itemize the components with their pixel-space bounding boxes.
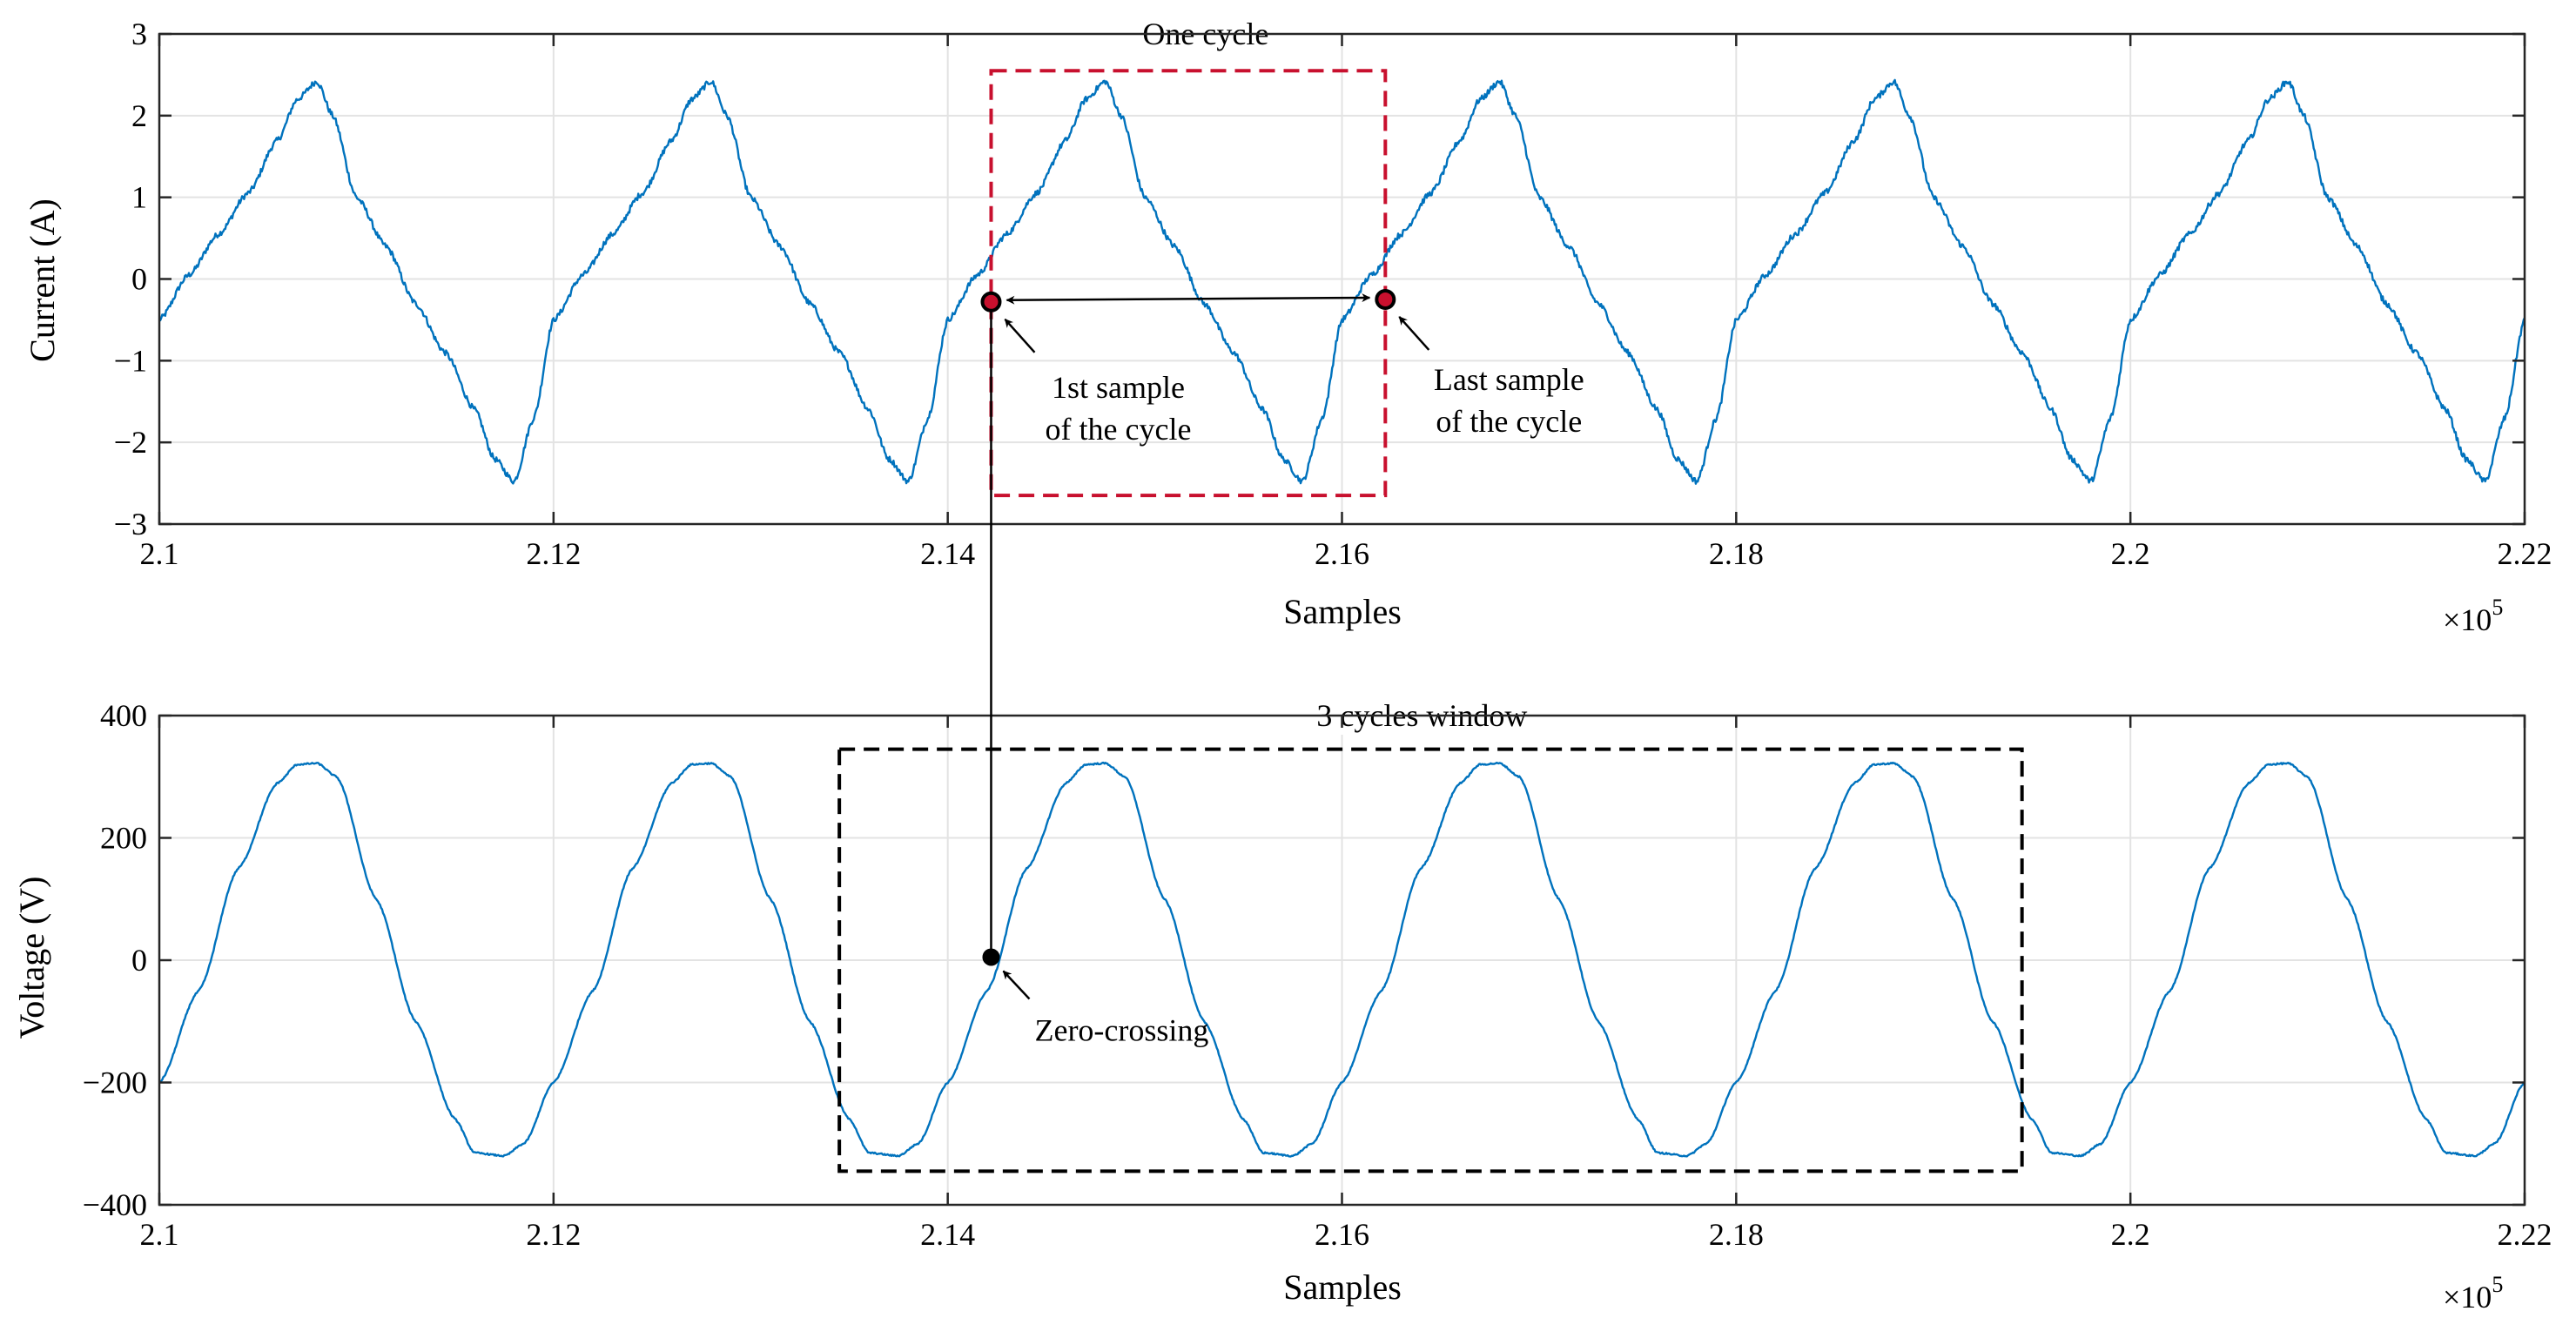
voltage-y-axis-label: Voltage (V) [12,877,51,1039]
current-y-axis-label: Current (A) [23,198,62,362]
voltage-y-tick-label: 0 [131,943,147,978]
voltage-x-tick-label: 2.22 [2498,1217,2552,1252]
zero-crossing-marker [982,948,1000,966]
voltage-axes-box [158,714,2526,1207]
first-sample-label-line2: of the cycle [1046,412,1192,447]
zero-crossing-pointer [1002,970,1031,1000]
current-x-tick-label: 2.2 [2111,536,2150,571]
voltage-x-tick-label: 2.1 [140,1217,179,1252]
current-series-line [158,78,2526,485]
current-y-tick-label: 2 [131,98,147,133]
current-y-tick-label: −1 [114,343,147,378]
voltage-y-tick-label: −200 [83,1066,147,1100]
cycle-length-arrow [1006,293,1371,305]
voltage-grid [158,715,2526,1206]
voltage-axes: 2.1 2.12 2.14 2.16 2.18 2.2 2.22 400 200 0 −200 −40… [83,698,2552,1252]
current-x-tick-label: 2.12 [526,536,581,571]
current-x-axis-label: Samples [1283,592,1402,631]
first-sample-label-line1: 1st sample [1052,370,1185,405]
current-y-tick-label: 1 [131,180,147,215]
three-cycles-window-box [837,747,2024,1173]
one-cycle-box [989,69,1388,498]
voltage-trace [158,761,2526,1158]
voltage-x-tick-label: 2.12 [526,1217,581,1252]
current-y-tick-label: 0 [131,262,147,297]
voltage-x-tick-label: 2.2 [2111,1217,2150,1252]
voltage-y-tick-label: 400 [100,698,147,733]
voltage-y-tick-label: −400 [83,1187,147,1222]
current-x-tick-label: 2.1 [140,536,179,571]
current-grid [158,33,2526,525]
current-y-tick-label: −2 [114,425,147,460]
last-sample-label-line2: of the cycle [1436,404,1582,439]
first-sample-marker [980,291,1002,313]
last-sample-label-line1: Last sample [1434,362,1584,397]
current-y-tick-label: 3 [131,17,147,51]
voltage-x-axis-label: Samples [1283,1267,1402,1307]
voltage-x-multiplier: ×105 [2443,1272,2503,1314]
first-sample-pointer [1004,318,1036,353]
voltage-series-line [158,761,2526,1158]
current-x-tick-label: 2.16 [1315,536,1369,571]
last-sample-marker [1375,288,1396,310]
last-sample-pointer [1398,316,1430,351]
current-x-tick-label: 2.22 [2498,536,2552,571]
voltage-x-tick-label: 2.16 [1315,1217,1369,1252]
voltage-y-tick-label: 200 [100,821,147,856]
current-trace [158,78,2526,485]
current-axes-box [158,32,2526,526]
voltage-x-tick-label: 2.18 [1709,1217,1764,1252]
current-axes: 2.1 2.12 2.14 2.16 2.18 2.2 2.22 3 2 1 0 −1 −2 −3 [114,17,2552,571]
current-x-tick-label: 2.18 [1709,536,1764,571]
zero-crossing-label: Zero-crossing [1034,1012,1208,1047]
voltage-x-tick-label: 2.14 [920,1217,975,1252]
current-y-tick-label: −3 [114,507,147,541]
current-x-multiplier: ×105 [2443,595,2503,637]
current-x-tick-label: 2.14 [920,536,975,571]
